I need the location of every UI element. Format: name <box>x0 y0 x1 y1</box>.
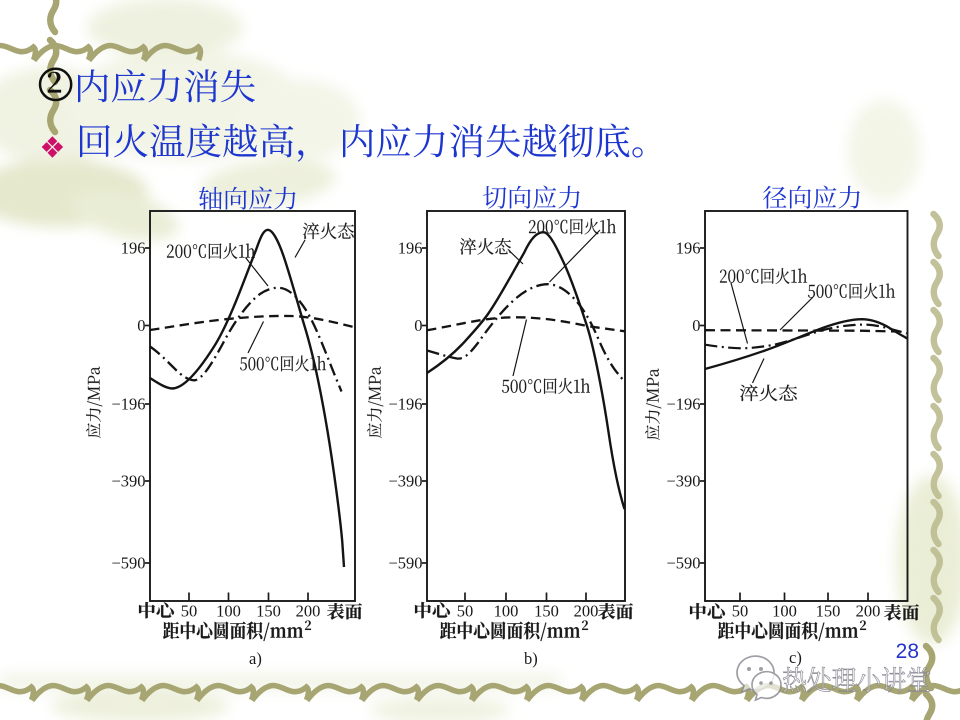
svg-text:−590: −590 <box>111 554 145 573</box>
svg-text:100: 100 <box>216 602 241 621</box>
svg-text:−390: −390 <box>111 472 145 491</box>
svg-text:50: 50 <box>732 602 749 621</box>
svg-text:a): a) <box>249 649 262 668</box>
svg-text:−196: −196 <box>111 395 145 414</box>
svg-text:150: 150 <box>256 602 281 621</box>
svg-text:0: 0 <box>414 316 422 335</box>
svg-text:50: 50 <box>181 602 198 621</box>
svg-text:28: 28 <box>896 640 919 663</box>
svg-text:100: 100 <box>494 602 519 621</box>
svg-text:−390: −390 <box>388 472 422 491</box>
svg-text:196: 196 <box>676 239 701 258</box>
svg-text:200: 200 <box>574 602 599 621</box>
svg-text:−196: −196 <box>388 395 422 414</box>
svg-text:c): c) <box>789 648 802 667</box>
svg-text:0: 0 <box>137 316 145 335</box>
svg-text:b): b) <box>524 649 538 668</box>
svg-text:150: 150 <box>534 602 559 621</box>
svg-text:50: 50 <box>457 602 474 621</box>
svg-text:−390: −390 <box>666 472 700 491</box>
svg-text:196: 196 <box>121 239 146 258</box>
svg-text:200: 200 <box>296 602 321 621</box>
svg-text:100: 100 <box>772 602 797 621</box>
svg-text:0: 0 <box>692 316 700 335</box>
svg-text:200: 200 <box>856 602 881 621</box>
svg-text:196: 196 <box>398 239 423 258</box>
svg-text:−590: −590 <box>666 554 700 573</box>
svg-text:−590: −590 <box>388 554 422 573</box>
svg-text:−196: −196 <box>666 395 700 414</box>
svg-text:150: 150 <box>816 602 841 621</box>
